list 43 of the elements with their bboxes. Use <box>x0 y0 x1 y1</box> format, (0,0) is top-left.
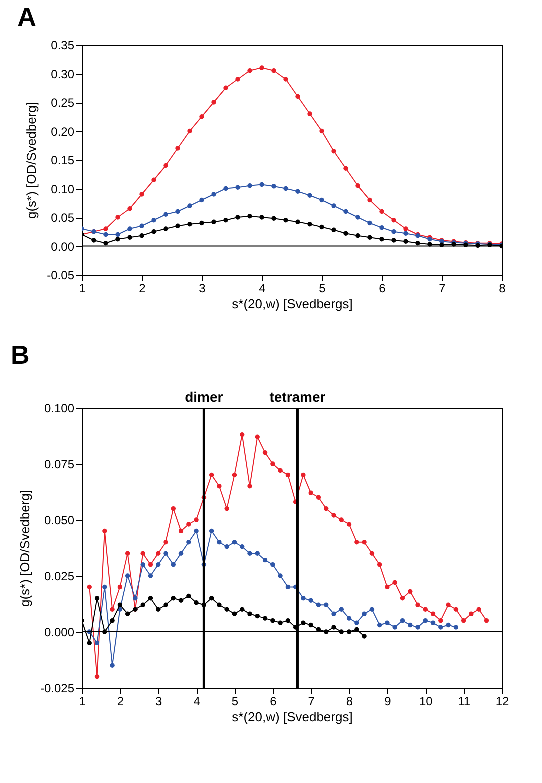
x-tick-label: 1 <box>79 694 86 708</box>
x-tick-label: 4 <box>194 694 201 708</box>
x-tick-label: 8 <box>499 282 506 296</box>
y-tick-label: 0.30 <box>51 67 75 82</box>
y-tick-label: 0.20 <box>51 124 75 139</box>
x-tick-label: 6 <box>270 694 278 708</box>
y-tick-label: 0.05 <box>51 211 75 225</box>
x-tick-label: 9 <box>384 694 392 708</box>
x-tick-label: 1 <box>79 282 86 296</box>
ref-line-label: dimer <box>185 389 224 405</box>
y-tick-label: 0.25 <box>51 96 75 110</box>
y-tick-label: 0.00 <box>51 240 75 254</box>
y-axis-title: g(s*) [OD/Svedberg] <box>24 102 40 220</box>
x-tick-label: 3 <box>199 282 206 296</box>
y-tick-label: 0.15 <box>51 154 75 168</box>
y-tick-label: 0.10 <box>51 182 75 196</box>
y-tick-label: 0.35 <box>51 38 75 52</box>
y-tick-label: 0.075 <box>44 458 75 472</box>
ref-line-label: tetramer <box>270 389 326 405</box>
chart-title: B <box>10 340 30 370</box>
x-tick-label: 7 <box>439 282 446 296</box>
y-axis-title: g(s*) [OD/Svedberg] <box>17 490 32 608</box>
y-tick-label: 0.000 <box>44 626 75 640</box>
y-tick-label: 0.025 <box>44 570 75 584</box>
chart-title: A <box>18 2 37 32</box>
y-tick-label: 0.100 <box>44 402 75 416</box>
x-tick-label: 7 <box>308 694 316 708</box>
x-tick-label: 2 <box>117 694 124 708</box>
x-tick-label: 10 <box>419 694 434 708</box>
x-tick-label: 4 <box>259 282 266 296</box>
y-tick-label: -0.05 <box>47 268 75 282</box>
x-tick-label: 11 <box>458 694 471 708</box>
x-tick-label: 3 <box>156 694 163 708</box>
x-axis-title: s*(20,w) [Svedbergs] <box>232 296 353 312</box>
x-tick-label: 8 <box>346 694 354 708</box>
x-tick-label: 5 <box>319 282 326 296</box>
x-tick-label: 2 <box>139 282 146 296</box>
y-tick-label: 0.050 <box>44 514 75 528</box>
x-tick-label: 6 <box>379 282 386 296</box>
x-axis-title: s*(20,w) [Svedbergs] <box>232 710 353 724</box>
x-tick-label: 12 <box>496 694 510 708</box>
y-tick-label: -0.025 <box>40 682 75 696</box>
x-tick-label: 5 <box>232 694 239 708</box>
